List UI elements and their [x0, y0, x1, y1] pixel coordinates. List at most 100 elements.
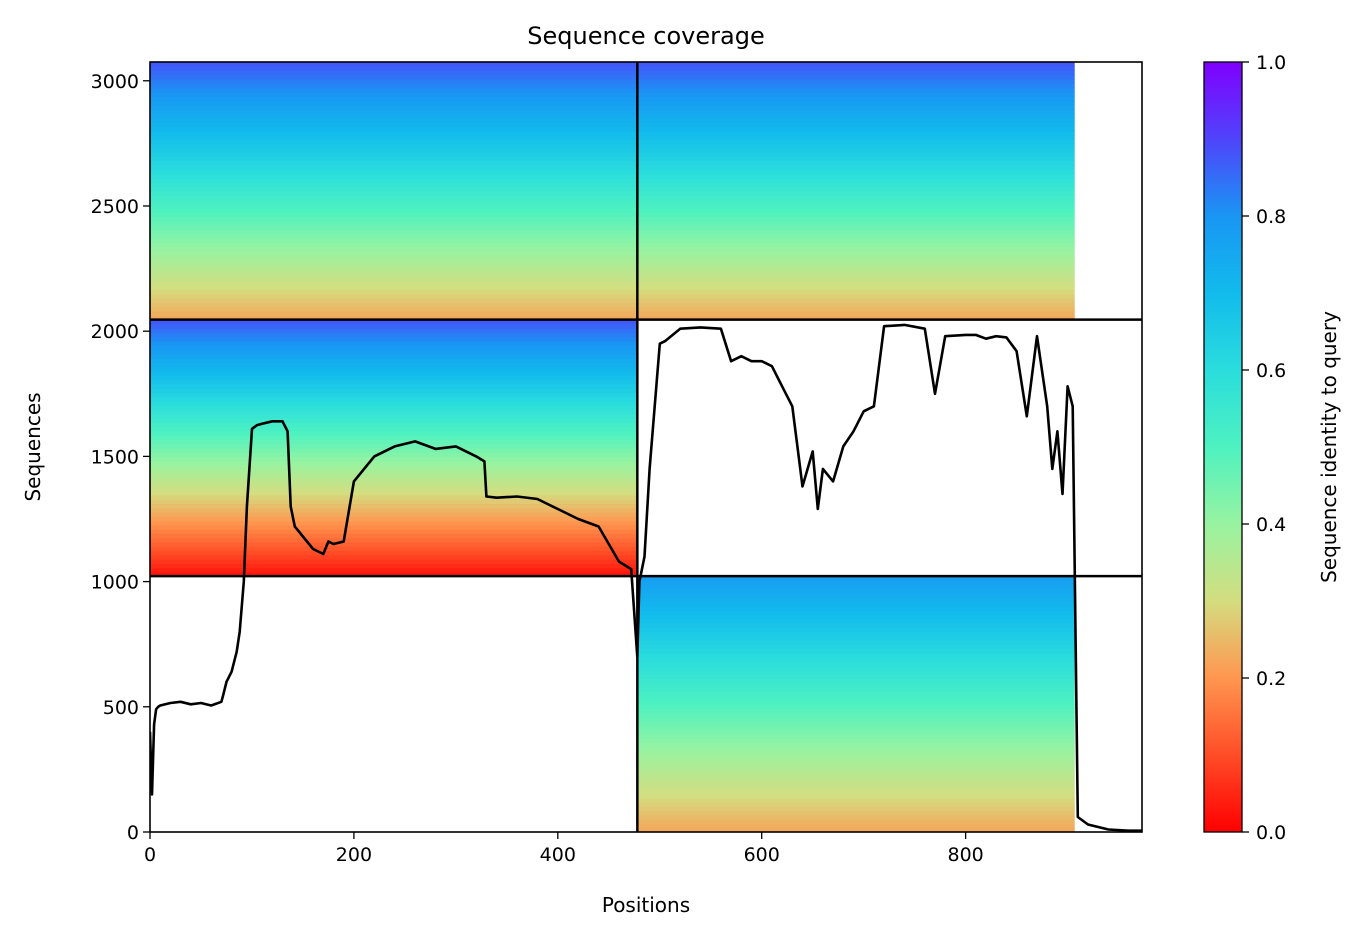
colorbar — [1203, 61, 1243, 833]
coverage-stripe — [637, 780, 1075, 786]
coverage-stripe — [150, 341, 638, 346]
y-axis-label: Sequences — [21, 392, 45, 501]
coverage-stripe — [637, 669, 1075, 675]
coverage-stripe — [150, 520, 638, 526]
coverage-stripe — [637, 156, 1075, 162]
coverage-stripe — [637, 109, 1075, 115]
coverage-stripe — [150, 473, 638, 479]
coverage-stripe — [150, 147, 638, 153]
coverage-stripe — [150, 417, 638, 423]
coverage-stripe — [637, 113, 1075, 119]
coverage-stripe — [637, 306, 1075, 312]
coverage-stripe — [637, 691, 1075, 697]
coverage-stripe — [637, 610, 1075, 616]
coverage-stripe — [150, 152, 638, 158]
coverage-stripe — [150, 507, 638, 513]
coverage-stripe — [150, 216, 638, 222]
coverage-stripe — [150, 482, 638, 487]
coverage-stripe — [637, 315, 1075, 321]
coverage-stripe — [637, 623, 1075, 628]
colorbar-tick-label: 0.4 — [1256, 514, 1286, 536]
coverage-stripe — [637, 250, 1075, 256]
coverage-stripe — [637, 742, 1075, 748]
coverage-stripe — [637, 74, 1075, 80]
coverage-stripe — [637, 246, 1075, 252]
coverage-stripe — [150, 409, 638, 415]
coverage-stripe — [150, 225, 638, 231]
coverage-stripe — [637, 281, 1075, 286]
coverage-stripe — [637, 135, 1075, 140]
coverage-stripe — [150, 190, 638, 196]
coverage-stripe — [637, 195, 1075, 201]
coverage-stripe — [637, 733, 1075, 739]
coverage-stripe — [150, 83, 638, 89]
coverage-stripe — [637, 652, 1075, 658]
coverage-stripe — [150, 426, 638, 432]
plot-frame — [149, 61, 1143, 833]
coverage-stripe — [637, 208, 1075, 213]
coverage-stripe — [637, 92, 1075, 97]
coverage-stripe — [150, 550, 638, 556]
coverage-stripe — [637, 238, 1075, 243]
coverage-stripe — [637, 665, 1075, 671]
coverage-stripe — [637, 601, 1075, 607]
coverage-stripe — [637, 268, 1075, 274]
coverage-stripe — [150, 74, 638, 80]
coverage-stripe — [637, 725, 1075, 731]
coverage-stripe — [637, 695, 1075, 701]
coverage-stripe — [637, 199, 1075, 205]
coverage-stripe — [637, 678, 1075, 684]
coverage-stripe — [150, 268, 638, 274]
x-tick-label: 200 — [336, 844, 372, 866]
coverage-stripe — [637, 823, 1075, 829]
coverage-stripe — [150, 366, 638, 372]
coverage-stripe — [637, 255, 1075, 261]
coverage-stripe — [637, 772, 1075, 778]
colorbar-tick-label: 1.0 — [1256, 52, 1286, 74]
coverage-stripe — [637, 225, 1075, 231]
x-axis-label: Positions — [602, 893, 690, 917]
x-tick-label: 800 — [947, 844, 983, 866]
coverage-stripe — [150, 315, 638, 321]
coverage-stripe — [637, 738, 1075, 744]
coverage-stripe — [150, 199, 638, 205]
coverage-stripe — [150, 486, 638, 492]
coverage-stripe — [150, 104, 638, 110]
plot-area — [150, 62, 1142, 832]
coverage-stripe — [637, 220, 1075, 226]
coverage-stripe — [637, 160, 1075, 166]
coverage-stripe — [637, 584, 1075, 590]
coverage-stripe — [150, 285, 638, 291]
coverage-stripe — [150, 533, 638, 539]
coverage-stripe — [150, 353, 638, 359]
coverage-stripe — [637, 768, 1075, 773]
coverage-stripe — [150, 177, 638, 183]
coverage-stripe — [637, 802, 1075, 808]
coverage-stripe — [150, 456, 638, 462]
coverage-stripe — [150, 117, 638, 123]
coverage-stripe — [150, 524, 638, 530]
coverage-stripe — [637, 276, 1075, 282]
coverage-stripe — [150, 276, 638, 282]
coverage-stripe — [637, 298, 1075, 304]
coverage-stripe — [150, 156, 638, 162]
coverage-stripe — [637, 182, 1075, 188]
coverage-stripe — [637, 785, 1075, 790]
coverage-stripe — [637, 100, 1075, 106]
coverage-stripe — [637, 759, 1075, 765]
coverage-stripe — [150, 220, 638, 226]
coverage-stripe — [150, 567, 638, 573]
y-tick-label: 1000 — [91, 572, 139, 594]
coverage-stripe — [150, 494, 638, 500]
coverage-block-0 — [150, 62, 638, 321]
coverage-stripe — [637, 793, 1075, 799]
coverage-stripe — [150, 242, 638, 248]
coverage-stripe — [637, 699, 1075, 705]
coverage-stripe — [150, 370, 638, 376]
coverage-stripe — [150, 558, 638, 564]
coverage-stripe — [150, 323, 638, 329]
coverage-stripe — [150, 435, 638, 440]
coverage-stripe — [150, 460, 638, 466]
coverage-stripe — [637, 640, 1075, 645]
coverage-stripe — [637, 580, 1075, 586]
